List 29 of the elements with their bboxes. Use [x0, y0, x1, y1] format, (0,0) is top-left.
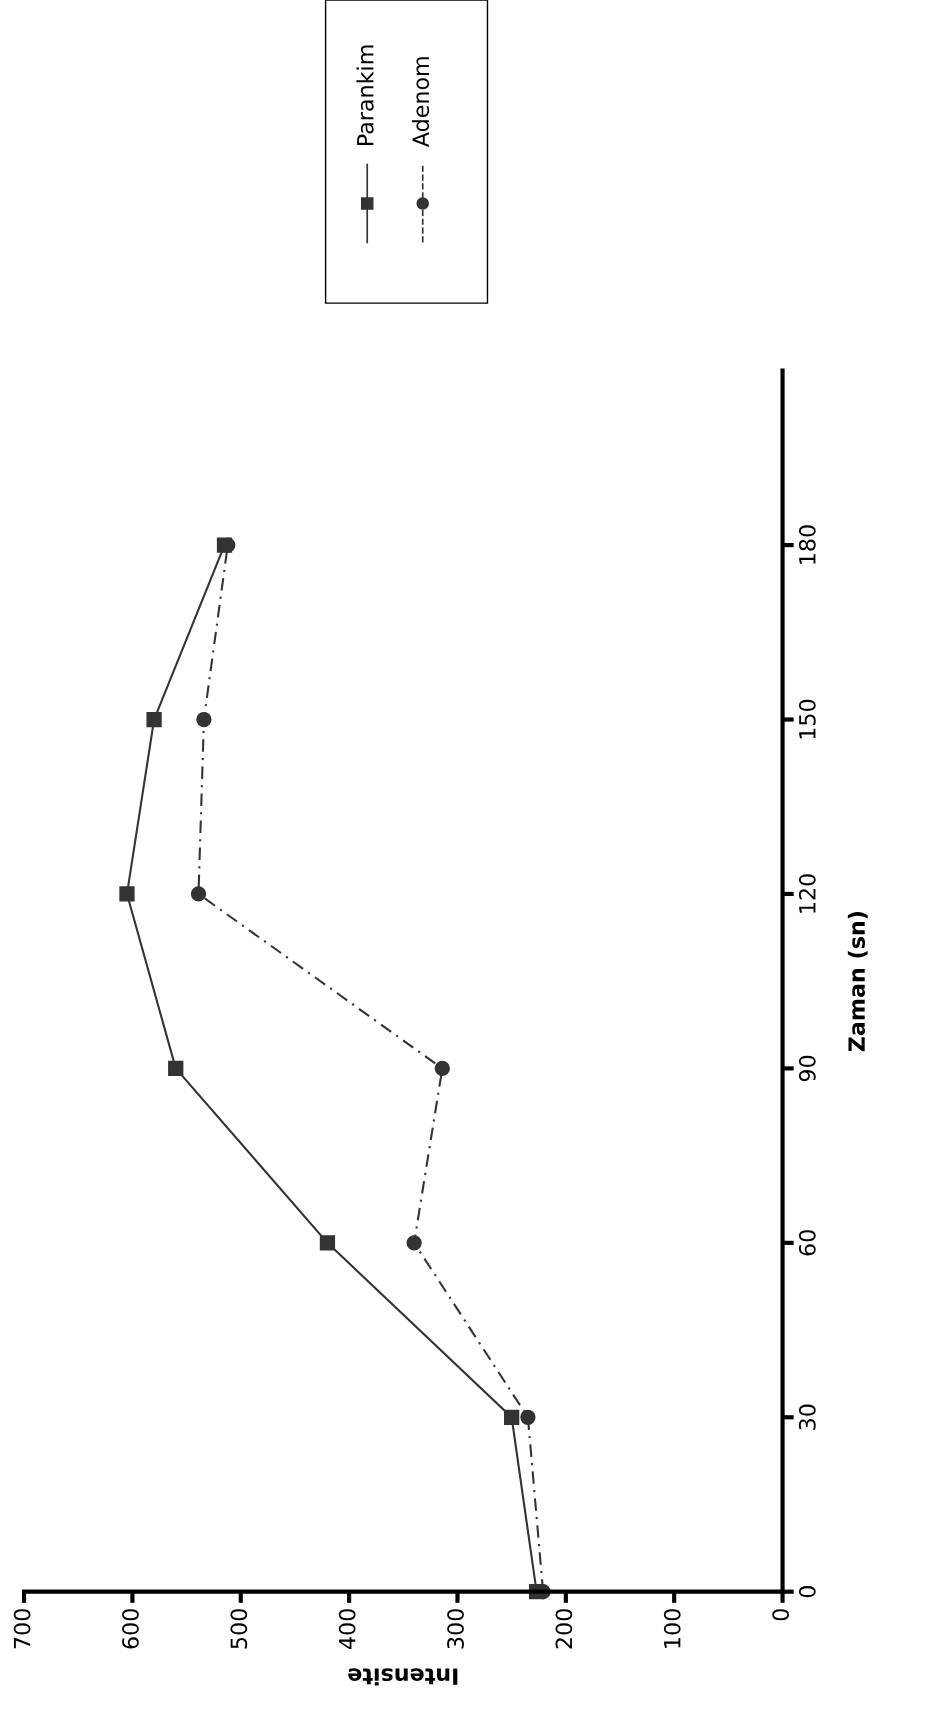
x-tick-label: 100 [663, 1609, 681, 1648]
y-axis-title: Zaman (sn) [847, 912, 868, 1052]
x-tick-label: 700 [13, 1609, 31, 1649]
text: Adenom [411, 57, 430, 148]
point [434, 1060, 450, 1077]
text: Parankim [356, 45, 374, 146]
point [504, 1409, 520, 1425]
y-tick-label: 150 [798, 699, 816, 739]
y-tick-label: 180 [798, 525, 816, 564]
point [196, 711, 212, 728]
y-tick-label: 60 [798, 1230, 816, 1256]
y-tick-label: 90 [798, 1055, 816, 1082]
point [520, 1409, 536, 1425]
x-tick-label: 0 [772, 1609, 789, 1621]
x-tick-label: 300 [447, 1609, 464, 1649]
x-tick-label: 400 [338, 1609, 356, 1650]
y-tick-label: 30 [798, 1404, 816, 1430]
point [146, 711, 162, 728]
y-tick-label: 0 [798, 1586, 816, 1598]
point [190, 886, 207, 902]
x-tick-label: 500 [230, 1609, 248, 1649]
x-tick-label: 600 [122, 1609, 139, 1649]
y-tick-label: 120 [798, 874, 816, 913]
point [406, 1235, 422, 1251]
point [168, 1060, 184, 1077]
point [319, 1235, 336, 1251]
x-tick-label: 200 [555, 1609, 573, 1649]
x-axis-title: Intensite [348, 1668, 458, 1686]
point [119, 886, 135, 902]
